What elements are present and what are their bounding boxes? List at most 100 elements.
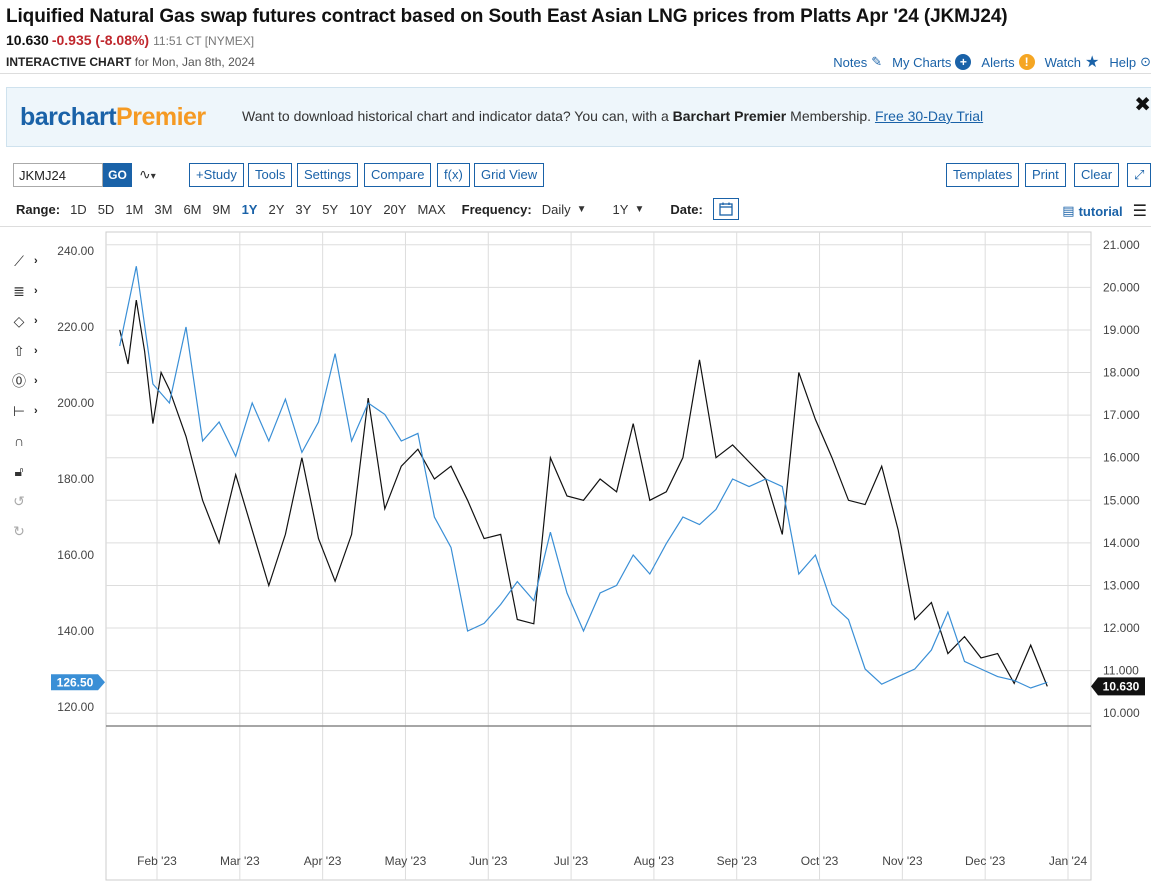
series-line-blue: [119, 266, 1048, 689]
left-tick-label: 120.00: [57, 700, 94, 714]
settings-button[interactable]: Settings: [297, 163, 358, 187]
notes-label: Notes: [833, 54, 868, 70]
frequency-value: Daily: [541, 201, 571, 217]
frequency-label: Frequency:: [461, 201, 532, 217]
tutorial-label: tutorial: [1078, 203, 1123, 219]
watch-link[interactable]: Watch ★: [1045, 52, 1100, 72]
x-tick-label: May '23: [385, 854, 427, 868]
x-tick-label: Aug '23: [634, 854, 675, 868]
range-20y[interactable]: 20Y: [383, 201, 407, 217]
symbol-input[interactable]: [13, 163, 103, 187]
range-3m[interactable]: 3M: [154, 201, 173, 217]
close-icon[interactable]: ✖: [1134, 94, 1151, 116]
notes-link[interactable]: Notes ✎: [833, 52, 882, 72]
watch-label: Watch: [1044, 54, 1081, 70]
shape-tool[interactable]: ◇ ›: [8, 306, 48, 336]
right-tick-label: 16.000: [1103, 451, 1140, 465]
chevron-down-icon: ▼: [634, 203, 645, 215]
range-10y[interactable]: 10Y: [349, 201, 373, 217]
arrow-up-icon: ⇧: [13, 342, 25, 359]
compare-button[interactable]: Compare: [364, 163, 432, 187]
lock-icon: 🔓︎: [14, 462, 24, 479]
last-price: 10.630: [6, 32, 49, 48]
range-1d[interactable]: 1D: [70, 201, 87, 217]
chevron-right-icon: ›: [34, 405, 38, 417]
line-tool[interactable]: ⟋ ›: [8, 246, 48, 276]
chevron-right-icon: ›: [34, 375, 38, 387]
shape-icon: ◇: [13, 312, 25, 329]
promo-message: Want to download historical chart and in…: [242, 108, 983, 124]
expand-icon[interactable]: ⤢: [1127, 163, 1151, 187]
fib-tool[interactable]: ≣ ›: [8, 276, 48, 306]
study-button[interactable]: +Study: [189, 163, 244, 187]
series-line-black: [119, 300, 1048, 687]
clear-button[interactable]: Clear: [1074, 163, 1120, 187]
redo-icon: ↻: [13, 522, 25, 539]
right-tick-label: 13.000: [1103, 578, 1140, 592]
logo-part-a: barchart: [20, 103, 117, 131]
right-tick-label: 20.000: [1103, 280, 1140, 294]
right-tick-label: 21.000: [1103, 238, 1140, 252]
left-current-badge: [51, 674, 105, 691]
left-tick-label: 200.00: [57, 396, 94, 410]
redo-tool[interactable]: ↻: [8, 516, 48, 546]
templates-button[interactable]: Templates: [946, 163, 1020, 187]
my-charts-link[interactable]: My Charts +: [892, 52, 972, 72]
my-charts-label: My Charts: [892, 54, 952, 70]
right-tick-label: 11.000: [1103, 664, 1139, 678]
range-9m[interactable]: 9M: [212, 201, 231, 217]
fx-button[interactable]: f(x): [437, 163, 470, 187]
chart-subtitle: INTERACTIVE CHART for Mon, Jan 8th, 2024: [6, 55, 255, 69]
right-tick-label: 15.000: [1103, 493, 1140, 507]
frequency-select[interactable]: Daily ▼: [542, 202, 587, 217]
menu-icon[interactable]: ☰: [1132, 203, 1147, 220]
annotation-tool[interactable]: ⓪ ›: [8, 366, 48, 396]
help-icon: ⊙: [1140, 54, 1151, 69]
chart-type-dropdown[interactable]: ∿▾: [139, 163, 171, 187]
promo-text1: Want to download historical chart and in…: [242, 108, 673, 124]
tools-button[interactable]: Tools: [248, 163, 293, 187]
print-button[interactable]: Print: [1025, 163, 1066, 187]
film-icon: ▤: [1062, 203, 1075, 218]
range-5d[interactable]: 5D: [97, 201, 115, 217]
range-6m[interactable]: 6M: [183, 201, 202, 217]
chevron-right-icon: ›: [34, 255, 38, 267]
chart-label: INTERACTIVE CHART: [6, 55, 132, 69]
x-tick-label: Oct '23: [801, 854, 839, 868]
left-tick-label: 240.00: [57, 244, 94, 258]
help-link[interactable]: Help ⊙: [1109, 52, 1151, 72]
plot-frame: [105, 231, 1092, 881]
measure-icon: ⊢: [12, 402, 26, 419]
price-chart[interactable]: Feb '23 Mar '23 Apr '23 May '23 Jun '23 Jul '…: [0, 230, 1151, 884]
x-tick-label: Dec '23: [965, 854, 1006, 868]
range-1y[interactable]: 1Y: [241, 201, 258, 217]
measure-tool[interactable]: ⊢ ›: [8, 396, 48, 426]
alerts-link[interactable]: Alerts!: [981, 52, 1035, 72]
tutorial-link[interactable]: ▤ tutorial ☰: [1062, 201, 1147, 221]
arrow-tool[interactable]: ⇧ ›: [8, 336, 48, 366]
range-3y[interactable]: 3Y: [295, 201, 312, 217]
go-button[interactable]: GO: [103, 163, 132, 187]
x-tick-label: Sep '23: [717, 854, 758, 868]
top-links: Notes ✎ My Charts + Alerts! Watch ★ Help ⊙: [833, 52, 1151, 72]
right-tick-label: 14.000: [1103, 536, 1140, 550]
alert-icon: !: [1018, 54, 1035, 70]
free-trial-link[interactable]: Free 30-Day Trial: [874, 108, 984, 124]
chevron-down-icon: ▼: [576, 203, 587, 215]
range-max[interactable]: MAX: [417, 201, 446, 217]
lock-tool[interactable]: 🔓︎: [8, 456, 48, 486]
toolbar-divider: [0, 226, 1151, 227]
range-5y[interactable]: 5Y: [322, 201, 339, 217]
undo-tool[interactable]: ↺: [8, 486, 48, 516]
period-select[interactable]: 1Y ▼: [613, 202, 645, 217]
x-tick-label: Jan '24: [1049, 854, 1088, 868]
drawing-tools: ⟋ › ≣ › ◇ › ⇧ › ⓪ › ⊢ › ∩ 🔓︎ ↺ ↻: [8, 246, 48, 546]
left-tick-label: 220.00: [57, 320, 94, 334]
calendar-icon[interactable]: [712, 198, 739, 220]
grid-view-button[interactable]: Grid View: [474, 163, 545, 187]
chevron-down-icon: ▾: [150, 171, 156, 182]
range-2y[interactable]: 2Y: [268, 201, 285, 217]
x-tick-label: Nov '23: [882, 854, 923, 868]
range-1m[interactable]: 1M: [125, 201, 144, 217]
magnet-tool[interactable]: ∩: [8, 426, 48, 456]
